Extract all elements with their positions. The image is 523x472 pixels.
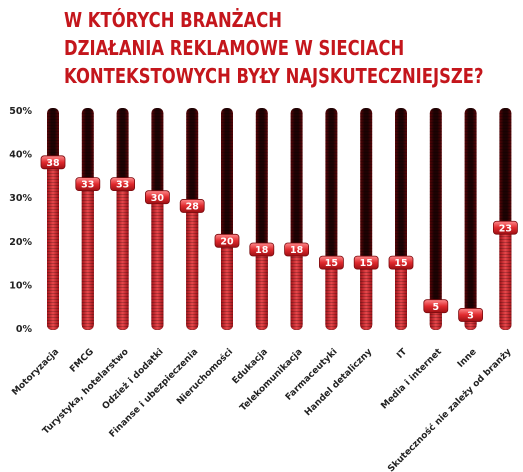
value-label: 30 bbox=[151, 193, 165, 204]
value-knob bbox=[318, 255, 344, 270]
value-knob bbox=[284, 242, 310, 257]
category-label: Handel detaliczny bbox=[303, 347, 374, 418]
value-label: 15 bbox=[360, 258, 373, 269]
value-knob bbox=[179, 199, 205, 213]
value-label: 33 bbox=[81, 180, 94, 191]
bar-7: 18 bbox=[249, 108, 275, 330]
value-label: 15 bbox=[394, 258, 407, 269]
bar-3: 33 bbox=[110, 108, 135, 330]
value-knob bbox=[144, 190, 170, 205]
bar-fill-ridges bbox=[186, 205, 199, 330]
value-knob bbox=[75, 177, 101, 192]
bar-fill-ridges bbox=[499, 227, 512, 330]
value-label: 28 bbox=[186, 202, 200, 213]
bar-fill-ridges bbox=[360, 262, 373, 330]
category-label: Inne bbox=[456, 347, 479, 370]
bars: 38 33 33 30 28 20 18 18 15 15 15 5 3 23 bbox=[40, 108, 518, 330]
chart-title-line-1: W KTÓRYCH BRANŻACH bbox=[64, 8, 283, 32]
y-tick-label: 10% bbox=[9, 280, 32, 291]
chart-title-line-2: DZIAŁANIA REKLAMOWE W SIECIACH bbox=[64, 36, 405, 60]
value-knob bbox=[492, 220, 518, 235]
bar-12: 5 bbox=[423, 108, 449, 330]
value-label: 23 bbox=[499, 223, 512, 234]
value-knob bbox=[249, 242, 275, 257]
value-label: 33 bbox=[116, 180, 129, 191]
value-knob bbox=[423, 299, 449, 314]
value-label: 3 bbox=[467, 311, 474, 322]
bar-fill-ridges bbox=[221, 240, 233, 330]
value-knob bbox=[40, 155, 66, 170]
bar-fill-ridges bbox=[47, 162, 59, 330]
bar-13: 3 bbox=[458, 108, 484, 330]
bar-9: 15 bbox=[318, 108, 344, 330]
bar-fill-ridges bbox=[290, 249, 303, 330]
value-label: 38 bbox=[46, 158, 60, 169]
bar-fill-ridges bbox=[81, 184, 94, 330]
category-label: Skuteczność nie zależy od branży bbox=[386, 346, 514, 472]
y-tick-label: 50% bbox=[9, 106, 32, 117]
y-tick-label: 20% bbox=[9, 237, 32, 248]
bar-4: 30 bbox=[144, 108, 170, 330]
bar-2: 33 bbox=[75, 108, 101, 330]
value-label: 18 bbox=[255, 245, 269, 256]
value-label: 5 bbox=[432, 302, 439, 313]
bar-fill-ridges bbox=[151, 197, 164, 330]
bar-5: 28 bbox=[179, 108, 205, 330]
category-label: FMCG bbox=[68, 347, 96, 375]
bar-fill-ridges bbox=[116, 184, 129, 330]
y-axis: 0% 10% 20% 30% 40% 50% bbox=[9, 106, 32, 335]
value-knob bbox=[214, 233, 240, 248]
category-label: Motoryzacja bbox=[10, 347, 61, 398]
bar-track-ridges bbox=[429, 108, 442, 330]
category-label: Media i internet bbox=[379, 347, 444, 412]
bar-fill-ridges bbox=[395, 262, 407, 330]
y-tick-label: 30% bbox=[9, 193, 32, 204]
value-label: 15 bbox=[325, 258, 338, 269]
value-knob bbox=[110, 177, 135, 192]
bar-track-ridges bbox=[464, 108, 477, 330]
value-knob bbox=[353, 255, 379, 270]
value-label: 20 bbox=[220, 236, 234, 247]
y-tick-label: 0% bbox=[16, 324, 33, 335]
category-label: Odzież i dodatki bbox=[101, 347, 166, 412]
value-knob bbox=[388, 255, 414, 270]
bar-10: 15 bbox=[353, 108, 379, 330]
bar-14: 23 bbox=[492, 108, 518, 330]
bar-fill-ridges bbox=[255, 249, 268, 330]
category-label: IT bbox=[395, 346, 409, 360]
category-label: Telekomunikacja bbox=[238, 347, 304, 413]
bar-6: 20 bbox=[214, 108, 240, 330]
y-tick-label: 40% bbox=[9, 150, 32, 161]
chart-title-line-3: KONTEKSTOWYCH BYŁY NAJSKUTECZNIEJSZE? bbox=[64, 64, 484, 88]
bar-8: 18 bbox=[284, 108, 310, 330]
bar-fill-ridges bbox=[325, 262, 338, 330]
bar-1: 38 bbox=[40, 108, 66, 330]
value-knob bbox=[458, 308, 484, 322]
value-label: 18 bbox=[290, 245, 304, 256]
bar-11: 15 bbox=[388, 108, 414, 330]
